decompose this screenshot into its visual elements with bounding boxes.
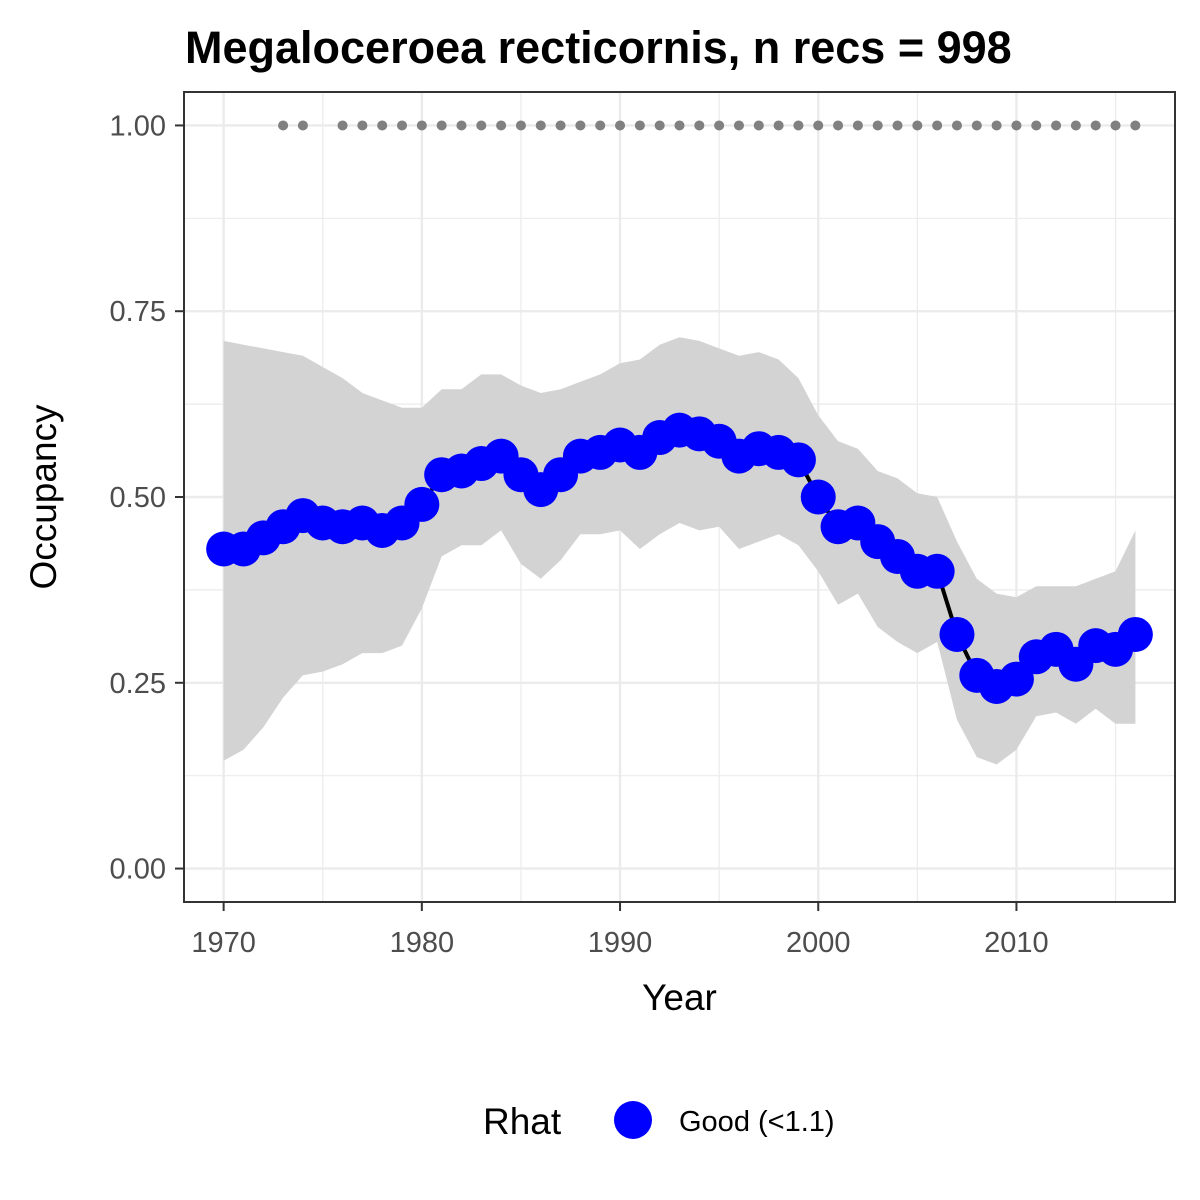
record-dot xyxy=(1110,120,1121,131)
y-tick-label: 0.75 xyxy=(110,296,166,328)
record-dot xyxy=(337,120,348,131)
record-dot xyxy=(1090,120,1101,131)
record-dot xyxy=(1130,120,1141,131)
record-dot xyxy=(555,120,566,131)
record-year-dots xyxy=(278,120,1141,131)
record-dot xyxy=(615,120,626,131)
record-dot xyxy=(971,120,982,131)
y-tick-label: 0.25 xyxy=(110,668,166,700)
record-dot xyxy=(278,120,289,131)
record-dot xyxy=(1070,120,1081,131)
record-dot xyxy=(575,120,586,131)
record-dot xyxy=(793,120,804,131)
record-dot xyxy=(654,120,665,131)
occupancy-point xyxy=(800,479,836,515)
record-dot xyxy=(634,120,645,131)
record-dot xyxy=(416,120,427,131)
x-axis: 1970 1980 1990 2000 2010 xyxy=(191,902,1049,959)
record-dot xyxy=(674,120,685,131)
record-dot xyxy=(813,120,824,131)
x-tick-label: 1970 xyxy=(191,927,256,959)
record-dot xyxy=(773,120,784,131)
x-tick-label: 1980 xyxy=(390,927,455,959)
record-dot xyxy=(1011,120,1022,131)
record-dot xyxy=(694,120,705,131)
record-dot xyxy=(951,120,962,131)
record-dot xyxy=(932,120,943,131)
record-dot xyxy=(515,120,526,131)
record-dot xyxy=(833,120,844,131)
y-tick-label: 0.50 xyxy=(110,482,166,514)
record-dot xyxy=(852,120,863,131)
y-tick-label: 0.00 xyxy=(110,854,166,886)
legend-key-good xyxy=(614,1101,652,1139)
record-dot xyxy=(377,120,388,131)
record-dot xyxy=(496,120,507,131)
legend-label-good: Good (<1.1) xyxy=(679,1106,835,1138)
record-dot xyxy=(535,120,546,131)
y-axis: 0.00 0.25 0.50 0.75 1.00 xyxy=(110,110,184,886)
occupancy-point xyxy=(919,553,955,589)
y-axis-title: Occupancy xyxy=(23,404,64,590)
legend-title: Rhat xyxy=(483,1101,562,1142)
record-dot xyxy=(297,120,308,131)
credible-interval-ribbon xyxy=(223,337,1136,765)
record-dot xyxy=(1051,120,1062,131)
occupancy-point xyxy=(939,616,975,652)
record-dot xyxy=(733,120,744,131)
x-axis-title: Year xyxy=(642,977,717,1018)
record-dot xyxy=(436,120,447,131)
record-dot xyxy=(397,120,408,131)
record-dot xyxy=(476,120,487,131)
record-dot xyxy=(892,120,903,131)
record-dot xyxy=(872,120,883,131)
y-tick-label: 1.00 xyxy=(110,110,166,142)
occupancy-point xyxy=(1117,616,1153,652)
record-dot xyxy=(595,120,606,131)
record-dot xyxy=(357,120,368,131)
x-tick-label: 2000 xyxy=(786,927,851,959)
record-dot xyxy=(456,120,467,131)
occupancy-points xyxy=(206,412,1153,704)
record-dot xyxy=(753,120,764,131)
record-dot xyxy=(912,120,923,131)
record-dot xyxy=(991,120,1002,131)
record-dot xyxy=(1031,120,1042,131)
x-tick-label: 1990 xyxy=(588,927,653,959)
x-tick-label: 2010 xyxy=(984,927,1049,959)
occupancy-point xyxy=(404,486,440,522)
record-dot xyxy=(714,120,725,131)
legend: Rhat Good (<1.1) xyxy=(483,1101,835,1142)
occupancy-point xyxy=(780,442,816,478)
chart-title: Megaloceroea recticornis, n recs = 998 xyxy=(185,22,1012,73)
